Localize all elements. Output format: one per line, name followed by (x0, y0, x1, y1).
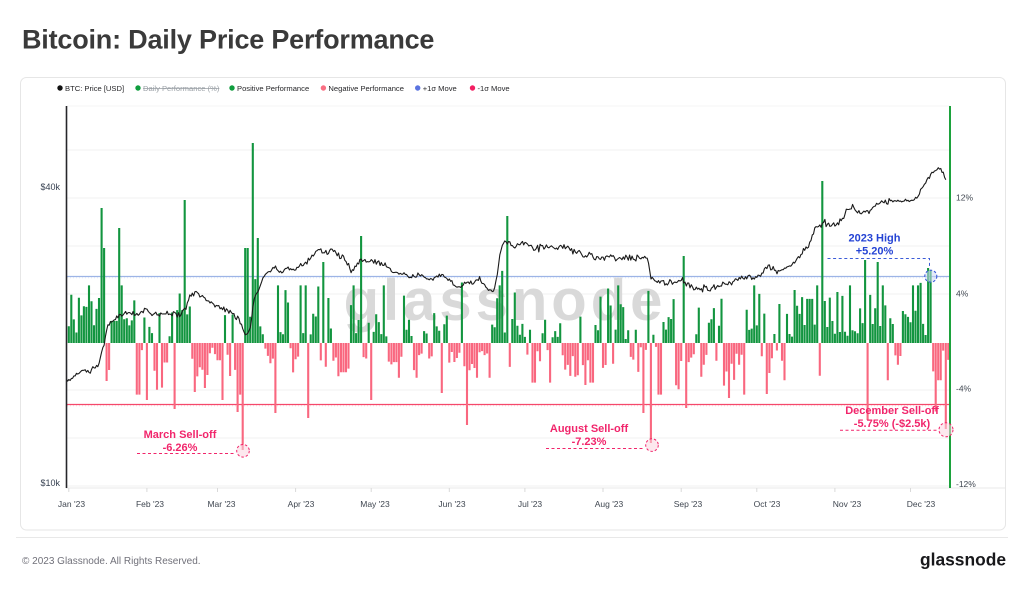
svg-text:Mar '23: Mar '23 (207, 499, 235, 509)
svg-text:Jul '23: Jul '23 (518, 499, 543, 509)
svg-text:12%: 12% (956, 193, 973, 203)
svg-text:-7.23%: -7.23% (572, 436, 607, 448)
svg-text:+1σ Move: +1σ Move (423, 84, 457, 93)
svg-text:© 2023 Glassnode. All Rights R: © 2023 Glassnode. All Rights Reserved. (22, 556, 201, 567)
svg-text:Daily Performance (%): Daily Performance (%) (143, 84, 220, 93)
svg-text:Nov '23: Nov '23 (833, 499, 862, 509)
svg-text:December Sell-off: December Sell-off (845, 405, 939, 417)
svg-text:Aug '23: Aug '23 (595, 499, 624, 509)
svg-text:Feb '23: Feb '23 (136, 499, 164, 509)
svg-text:2023 High: 2023 High (849, 233, 901, 245)
svg-text:Dec '23: Dec '23 (907, 499, 936, 509)
svg-text:-5.75% (-$2.5k): -5.75% (-$2.5k) (854, 418, 931, 430)
svg-text:Bitcoin: Daily Price Performan: Bitcoin: Daily Price Performance (22, 25, 434, 55)
svg-text:Jan '23: Jan '23 (58, 499, 85, 509)
svg-text:+5.20%: +5.20% (856, 246, 894, 258)
svg-text:Positive Performance: Positive Performance (237, 84, 309, 93)
svg-text:BTC: Price [USD]: BTC: Price [USD] (65, 84, 124, 93)
svg-text:4%: 4% (956, 289, 969, 299)
svg-text:May '23: May '23 (360, 499, 390, 509)
svg-text:Oct '23: Oct '23 (754, 499, 781, 509)
svg-text:$40k: $40k (40, 182, 60, 192)
svg-text:-4%: -4% (956, 384, 972, 394)
svg-text:glassnode: glassnode (920, 550, 1006, 570)
svg-text:Jun '23: Jun '23 (438, 499, 465, 509)
svg-text:Sep '23: Sep '23 (674, 499, 703, 509)
svg-text:-12%: -12% (956, 479, 976, 489)
svg-text:-6.26%: -6.26% (163, 442, 198, 454)
svg-text:-1σ Move: -1σ Move (478, 84, 510, 93)
svg-text:$10k: $10k (40, 478, 60, 488)
svg-text:Apr '23: Apr '23 (288, 499, 315, 509)
svg-text:March Sell-off: March Sell-off (144, 429, 217, 441)
svg-text:August Sell-off: August Sell-off (550, 423, 629, 435)
svg-text:Negative Performance: Negative Performance (328, 84, 404, 93)
